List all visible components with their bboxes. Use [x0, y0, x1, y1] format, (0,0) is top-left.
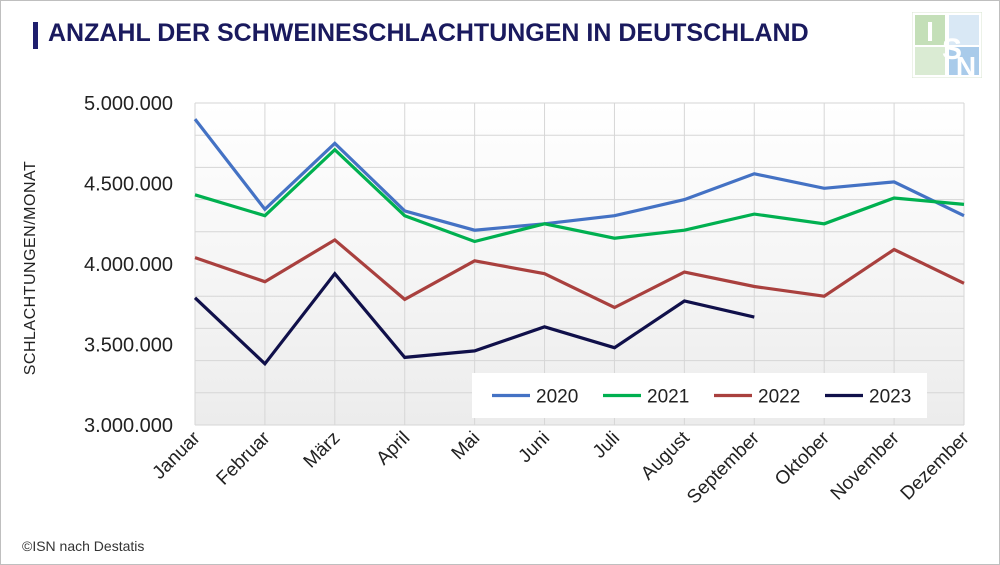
y-tick-label: 3.500.000	[84, 335, 173, 357]
y-tick-label: 4.000.000	[84, 254, 173, 276]
series-line-2021	[194, 147, 965, 244]
x-tick-label: März	[300, 428, 345, 473]
series-line-2020	[193, 118, 965, 232]
series-line-2022	[194, 237, 965, 310]
y-tick-label: 5.000.000	[84, 93, 173, 115]
x-tick-label: Juli	[589, 428, 624, 463]
y-tick-label: 3.000.000	[84, 415, 173, 437]
x-tick-label: Juni	[515, 428, 554, 467]
series-line-2023	[193, 271, 755, 367]
x-tick-label: August	[637, 427, 694, 484]
legend-label-2022: 2022	[758, 387, 800, 408]
x-tick-label: November	[827, 427, 904, 504]
source-note: ©ISN nach Destatis	[22, 538, 145, 554]
legend-label-2023: 2023	[869, 387, 911, 408]
x-tick-label: September	[683, 427, 764, 508]
title-accent-bar	[33, 22, 38, 49]
legend-label-2021: 2021	[647, 387, 689, 408]
y-tick-label: 4.500.000	[84, 174, 173, 196]
legend-label-2020: 2020	[536, 387, 578, 408]
logo-letter-n: N	[956, 51, 976, 78]
logo-letter-i: I	[926, 16, 934, 47]
x-tick-label: Mai	[448, 428, 485, 465]
x-tick-label: Dezember	[897, 427, 974, 504]
x-tick-label: Oktober	[771, 427, 834, 490]
isn-logo: I S N	[912, 12, 982, 78]
x-tick-label: Februar	[213, 427, 275, 489]
x-tick-label: April	[373, 428, 415, 470]
logo-letter-s: S	[942, 33, 962, 66]
chart-title: ANZAHL DER SCHWEINESCHLACHTUNGEN IN DEUT…	[48, 19, 809, 47]
